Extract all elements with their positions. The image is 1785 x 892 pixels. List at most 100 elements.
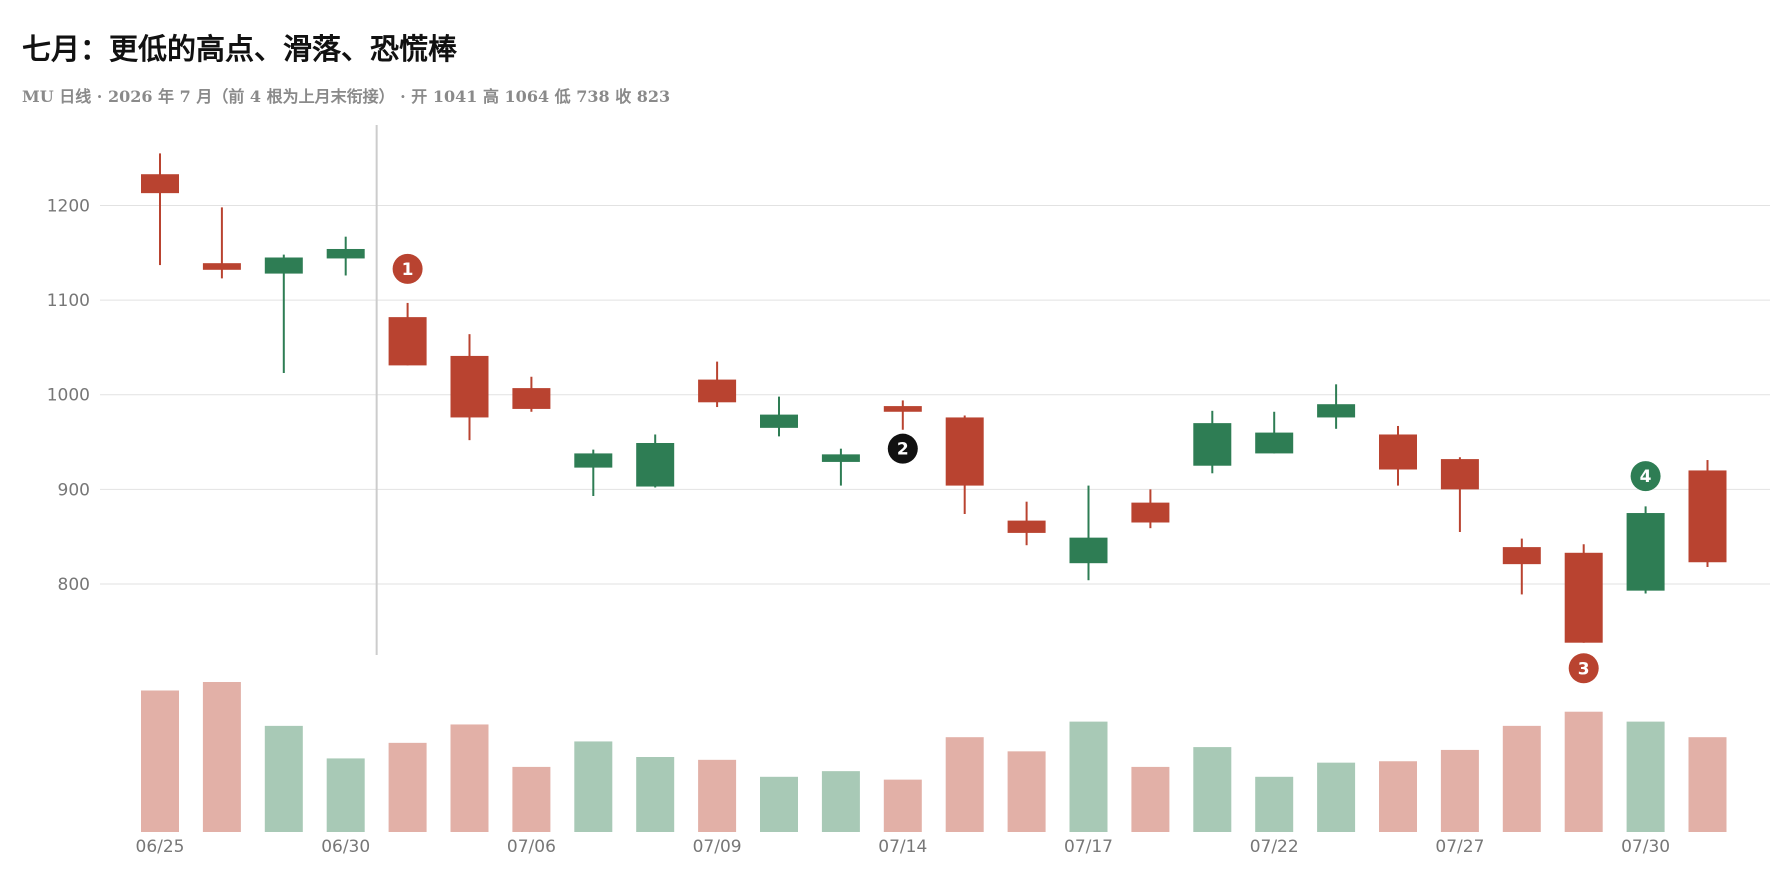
- marker-label: 4: [1640, 467, 1652, 487]
- candle-body: [450, 355, 489, 418]
- volume-bars-layer: [141, 682, 1727, 832]
- candle-body: [141, 174, 179, 194]
- candle: [1069, 485, 1108, 581]
- x-tick-label: 07/14: [878, 837, 927, 857]
- candle: [883, 400, 922, 430]
- volume-bar: [1193, 747, 1232, 832]
- annotation-marker: 4: [1630, 461, 1661, 492]
- x-tick-label: 06/25: [136, 837, 185, 857]
- x-tick-label: 07/17: [1064, 837, 1113, 857]
- volume-bar: [1379, 761, 1417, 832]
- candle-body: [1069, 537, 1108, 564]
- candle-body: [264, 257, 303, 274]
- candle-body: [1502, 547, 1541, 565]
- y-tick-label: 1000: [47, 386, 90, 406]
- candle-body: [1626, 513, 1665, 591]
- volume-bar: [1255, 776, 1294, 832]
- volume-bar: [1626, 721, 1665, 832]
- y-tick-label: 1200: [47, 196, 90, 216]
- candle: [821, 448, 860, 486]
- marker-circle: [1630, 461, 1661, 492]
- candle-body: [1131, 502, 1170, 523]
- markers-layer: 1 2 3 4: [392, 253, 1661, 684]
- candle: [326, 236, 365, 276]
- candle: [1317, 384, 1356, 429]
- candle: [760, 396, 798, 437]
- chart-title: 七月：更低的高点、滑落、恐慌棒: [22, 32, 458, 66]
- volume-bar: [636, 757, 675, 832]
- y-tick-label: 1100: [47, 291, 90, 311]
- volume-bar: [1502, 725, 1541, 832]
- volume-bar: [264, 725, 303, 832]
- candle: [1626, 506, 1665, 594]
- candle: [698, 361, 737, 408]
- volume-bar: [821, 771, 860, 832]
- volume-bar: [450, 724, 489, 832]
- marker-label: 2: [897, 440, 909, 460]
- candle: [264, 254, 303, 373]
- candle: [1502, 538, 1541, 595]
- candle-body: [1440, 459, 1479, 490]
- grid-layer: [100, 204, 1770, 585]
- candle: [1564, 544, 1603, 643]
- volume-bar: [1131, 766, 1170, 832]
- marker-label: 1: [402, 260, 414, 280]
- candle: [1007, 501, 1046, 546]
- x-tick-label: 07/27: [1435, 837, 1484, 857]
- volume-bar: [1440, 749, 1479, 832]
- marker-circle: [887, 433, 918, 464]
- volume-bar: [760, 776, 798, 832]
- candles-layer: [141, 153, 1727, 643]
- candle: [388, 302, 427, 366]
- volume-bar: [945, 737, 984, 832]
- marker-circle: [392, 253, 423, 284]
- volume-bar: [1069, 721, 1108, 832]
- x-axis-ticks: 06/25 06/30 07/06 07/09 07/14 07/17 07/22 07/27…: [136, 837, 1671, 857]
- volume-bar: [883, 779, 922, 832]
- y-tick-label: 900: [58, 480, 90, 500]
- candle: [1255, 411, 1294, 454]
- candle: [450, 334, 489, 441]
- candle-body: [760, 414, 798, 428]
- marker-circle: [1568, 653, 1599, 684]
- volume-bar: [1688, 737, 1727, 832]
- candle-body: [883, 406, 922, 412]
- candle: [1131, 489, 1170, 529]
- candle-body: [202, 263, 241, 270]
- candle-body: [512, 388, 551, 409]
- candle-body: [1688, 470, 1727, 563]
- volume-bar: [326, 758, 365, 832]
- candle: [1688, 460, 1727, 567]
- volume-bar: [141, 690, 179, 832]
- y-tick-label: 800: [58, 575, 90, 595]
- candle-body: [1193, 423, 1232, 466]
- annotation-marker: 3: [1568, 653, 1599, 684]
- candle: [945, 415, 984, 514]
- candle-body: [388, 317, 427, 366]
- candle: [512, 376, 551, 412]
- x-tick-label: 06/30: [321, 837, 370, 857]
- candle-body: [945, 417, 984, 486]
- volume-bar: [512, 766, 551, 832]
- annotation-marker: 2: [887, 433, 918, 464]
- candle-body: [326, 248, 365, 259]
- volume-bar: [1317, 762, 1356, 832]
- candle-body: [1007, 520, 1046, 533]
- candle-body: [1317, 404, 1356, 418]
- candle: [574, 449, 613, 496]
- volume-bar: [698, 759, 737, 832]
- x-tick-label: 07/22: [1250, 837, 1299, 857]
- candle: [1379, 425, 1417, 486]
- marker-label: 3: [1578, 659, 1590, 679]
- candle: [1440, 457, 1479, 532]
- x-tick-label: 07/30: [1621, 837, 1670, 857]
- chart-subtitle: MU 日线 · 2026 年 7 月（前 4 根为上月末衔接） · 开 1041…: [22, 87, 671, 106]
- candle-body: [574, 453, 613, 468]
- candle: [141, 153, 179, 266]
- x-tick-label: 07/06: [507, 837, 556, 857]
- y-axis-ticks: 1200 1100 1000 900 800: [47, 196, 90, 595]
- volume-bar: [388, 742, 427, 832]
- volume-bar: [574, 741, 613, 832]
